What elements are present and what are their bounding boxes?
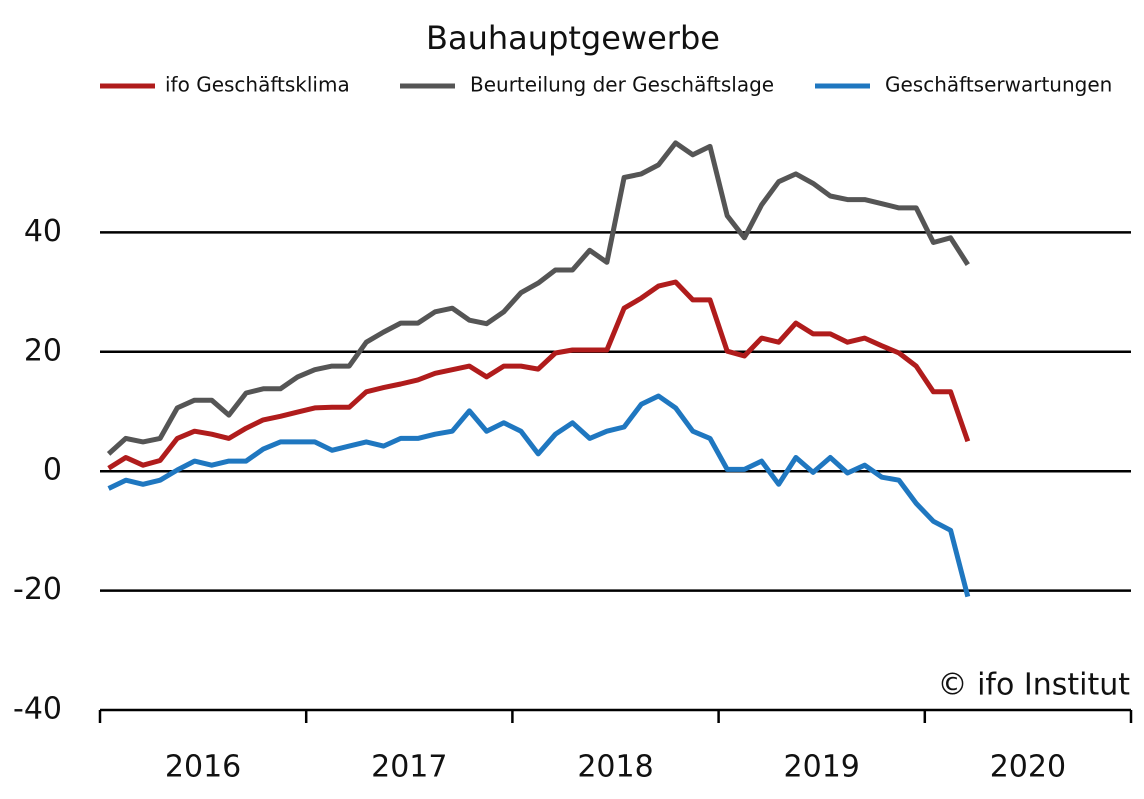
series-line [106,140,970,456]
legend-label: Geschäftserwartungen [885,73,1112,97]
y-tick-label: 40 [24,214,62,249]
y-tick-label: 20 [24,333,62,368]
chart-title: Bauhauptgewerbe [426,19,720,57]
x-tick-label: 2016 [165,750,241,785]
copyright: © ifo Institut [938,668,1131,703]
x-tick-label: 2019 [784,750,860,785]
legend-label: Beurteilung der Geschäftslage [470,73,774,97]
series-line [107,279,971,471]
legend-label: ifo Geschäftsklima [165,73,350,97]
series-line [107,393,971,598]
y-tick-label: -20 [13,572,62,607]
x-tick-label: 2017 [371,750,447,785]
y-tick-label: -40 [13,692,62,727]
x-tick-label: 2020 [990,750,1066,785]
y-tick-label: 0 [43,453,62,488]
x-tick-label: 2018 [577,750,653,785]
